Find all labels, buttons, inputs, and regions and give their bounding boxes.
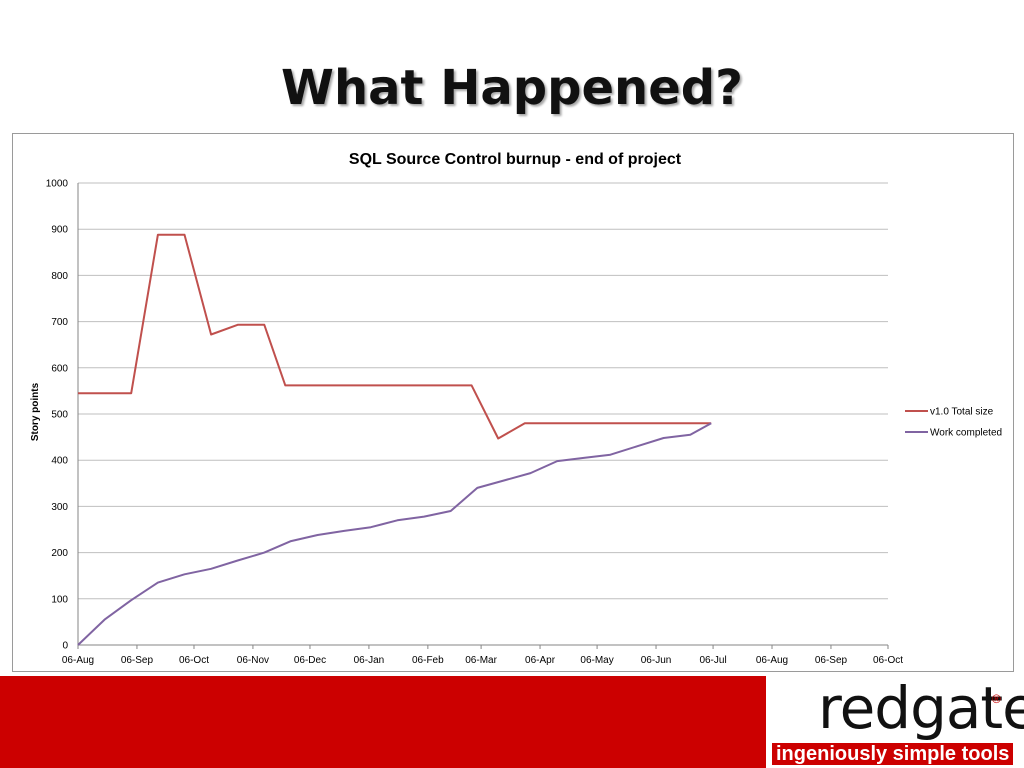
y-tick-label: 0 (62, 641, 68, 652)
footer-divider (0, 672, 1024, 676)
y-tick-label: 700 (51, 317, 68, 328)
x-tick-label: 06-Apr (525, 655, 556, 666)
y-tick-label: 1000 (46, 179, 69, 190)
burnup-chart: SQL Source Control burnup - end of proje… (30, 151, 1002, 667)
chart-container: SQL Source Control burnup - end of proje… (12, 133, 1014, 672)
y-tick-label: 100 (51, 594, 68, 605)
slide-title: What Happened? (281, 60, 743, 116)
axes: 0 100 200 300 400 500 600 700 800 900 1000 06-Aug 06… (46, 179, 903, 667)
x-tick-label: 06-Sep (815, 655, 848, 666)
x-tick-label: 06-Feb (412, 655, 444, 666)
series-line-total-size (78, 233, 712, 440)
y-axis-label: Story points (30, 382, 41, 441)
x-tick-label: 06-Nov (237, 655, 269, 666)
x-tick-label: 06-Jul (699, 655, 726, 666)
y-tick-label: 400 (51, 456, 68, 467)
y-tick-label: 200 (51, 548, 68, 559)
x-tick-label: 06-Aug (62, 655, 94, 666)
series-lines (77, 233, 712, 646)
y-tick-label: 900 (51, 225, 68, 236)
x-tick-label: 06-Jan (354, 655, 385, 666)
series-line-work-completed (77, 422, 712, 646)
x-tick-label: 06-Oct (873, 655, 903, 666)
legend-label: v1.0 Total size (930, 407, 994, 418)
chart-title: SQL Source Control burnup - end of proje… (349, 151, 682, 168)
y-tick-label: 600 (51, 363, 68, 374)
x-tick-label: 06-Sep (121, 655, 154, 666)
x-tick-label: 06-Aug (756, 655, 788, 666)
x-tick-label: 06-Jun (641, 655, 672, 666)
legend-label: Work completed (930, 428, 1002, 439)
legend: v1.0 Total size Work completed (905, 407, 1002, 439)
x-tick-label: 06-Oct (179, 655, 209, 666)
x-tick-label: 06-Mar (465, 655, 497, 666)
y-tick-label: 800 (51, 271, 68, 282)
redgate-logo: redgate (818, 674, 1024, 742)
x-tick-label: 06-Dec (294, 655, 326, 666)
registered-mark: ® (992, 692, 1001, 706)
x-tick-label: 06-May (580, 655, 613, 666)
logo-tagline: ingeniously simple tools (772, 743, 1014, 765)
gridlines (78, 182, 888, 646)
y-tick-label: 500 (51, 410, 68, 421)
y-tick-label: 300 (51, 502, 68, 513)
